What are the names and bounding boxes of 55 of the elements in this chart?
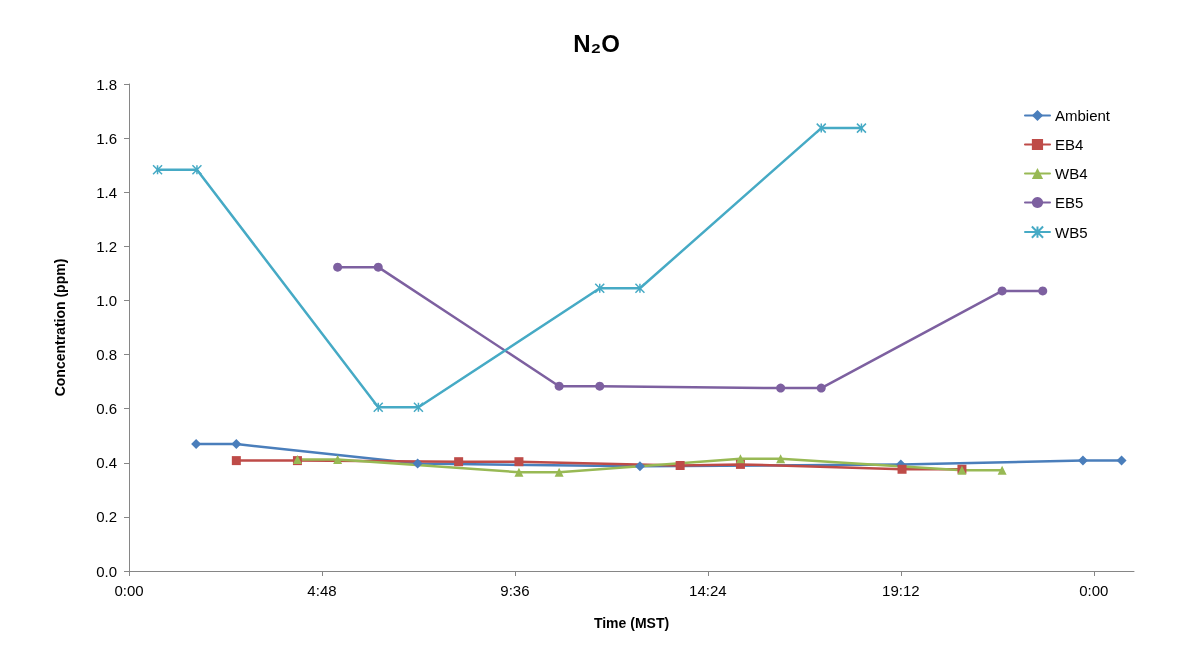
point	[413, 402, 424, 413]
y-tick-label: 1.8	[96, 75, 117, 93]
y-tick-label: 0.2	[96, 508, 117, 526]
x-axis-title: Time (MST)	[593, 615, 670, 631]
point	[333, 455, 343, 465]
point	[412, 458, 423, 469]
point	[816, 383, 826, 393]
point	[1038, 286, 1048, 296]
y-tick-label: 0.8	[96, 346, 117, 364]
point	[152, 164, 163, 176]
y-tick-label: 1.2	[96, 237, 117, 255]
y-tick-label: 1.0	[96, 291, 117, 309]
legend-label: WB4	[1054, 165, 1088, 182]
point	[372, 402, 384, 413]
point	[454, 457, 464, 467]
y-tick-label: 1.4	[96, 183, 117, 201]
point	[231, 439, 242, 450]
point	[554, 467, 564, 477]
point	[594, 283, 605, 294]
x-tick-label: 0:00	[1079, 582, 1109, 599]
point	[191, 164, 203, 176]
x-tick-label: 4:48	[307, 582, 337, 599]
point	[333, 262, 343, 272]
legend-label: WB5	[1054, 223, 1088, 241]
x-tick-label: 14:24	[689, 582, 727, 599]
point	[595, 381, 605, 391]
point	[514, 467, 524, 477]
point	[815, 122, 827, 134]
x-tick-label: 9:36	[500, 582, 530, 599]
point	[514, 457, 524, 467]
legend-label: EB4	[1054, 136, 1084, 153]
point	[1116, 455, 1127, 466]
point	[776, 383, 786, 393]
y-tick-label: 0.0	[96, 562, 117, 580]
point	[675, 460, 685, 470]
y-tick-label: 1.6	[96, 129, 117, 147]
y-axis-title: Concentration (ppm)	[52, 258, 68, 397]
point	[231, 456, 241, 466]
point	[997, 286, 1007, 296]
legend-label: Ambient	[1054, 107, 1111, 124]
point	[634, 461, 645, 472]
y-tick-label: 0.6	[96, 400, 117, 418]
x-tick-label: 19:12	[882, 582, 920, 599]
x-tick-label: 0:00	[114, 582, 144, 599]
point	[634, 283, 646, 294]
chart-title: N₂O	[573, 29, 620, 57]
point	[1077, 455, 1088, 466]
point	[856, 122, 867, 134]
legend-label: EB5	[1054, 194, 1084, 211]
point	[997, 465, 1007, 475]
y-tick-label: 0.4	[96, 454, 117, 472]
point	[373, 262, 383, 272]
point	[554, 381, 564, 391]
point	[897, 464, 907, 474]
point	[735, 454, 745, 464]
